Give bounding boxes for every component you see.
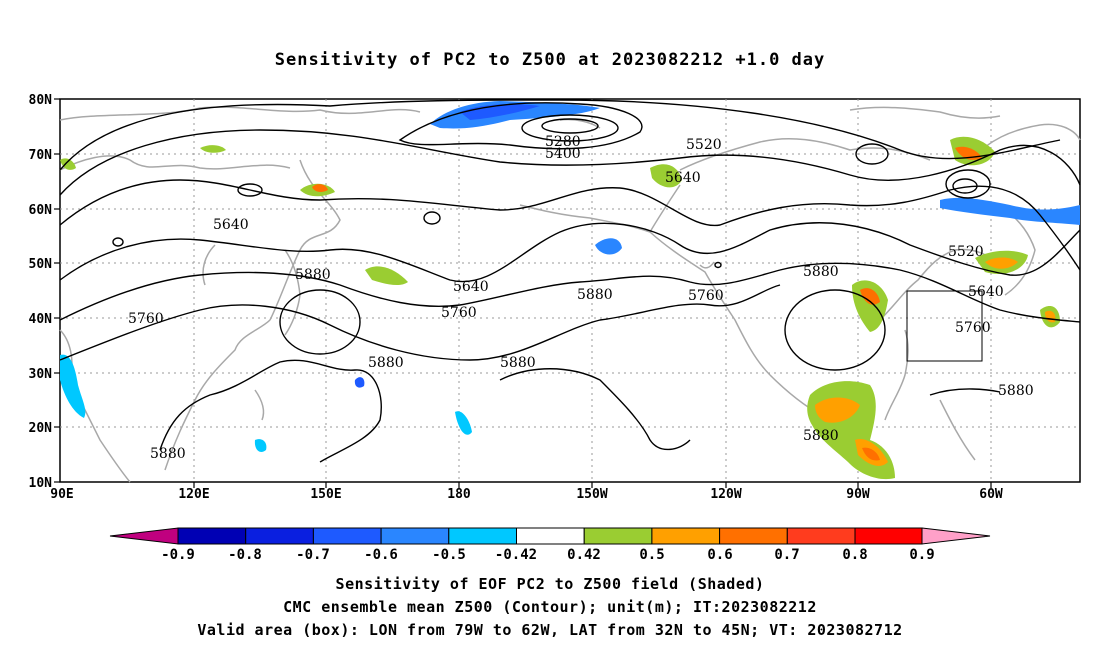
lat-label: 20N	[29, 421, 53, 436]
colorbar-swatch	[312, 527, 382, 545]
colorbar-label: 0.9	[909, 547, 934, 563]
valid-area-box	[906, 290, 983, 362]
contour-label: 5520	[948, 244, 984, 260]
lat-label: 40N	[29, 312, 53, 327]
longitude-ticks	[193, 482, 992, 488]
contour-label: 5400	[545, 146, 581, 162]
caption-shaded: Sensitivity of EOF PC2 to Z500 field (Sh…	[335, 575, 765, 593]
lon-label: 60W	[979, 487, 1003, 502]
contour-label: 5640	[665, 170, 701, 186]
contour-label: 5880	[368, 355, 404, 371]
contour-label: 5640	[453, 279, 489, 295]
contour-label: 5880	[803, 264, 839, 280]
lat-label: 50N	[29, 257, 53, 272]
colorbar-label: 0.7	[774, 547, 799, 563]
contour-label: 5880	[998, 383, 1034, 399]
colorbar-label: -0.5	[432, 547, 466, 563]
colorbar-swatch	[245, 527, 314, 545]
contour-label: 5880	[295, 267, 331, 283]
contour-label: 5520	[686, 137, 722, 153]
colorbar-label: -0.9	[161, 547, 195, 563]
colorbar-labels: -0.9 -0.8 -0.7 -0.6 -0.5 -0.42 0.42 0.5 …	[161, 547, 935, 563]
latitude-labels: 80N 70N 60N 50N 40N 30N 20N 10N	[29, 93, 53, 491]
colorbar-label: 0.6	[707, 547, 732, 563]
contour-label: 5880	[577, 287, 613, 303]
lat-label: 30N	[29, 367, 53, 382]
colorbar-label: 0.8	[842, 547, 867, 563]
colorbar-label: 0.5	[639, 547, 664, 563]
colorbar-label: 0.42	[567, 547, 601, 563]
colorbar-swatch	[380, 527, 450, 545]
colorbar	[109, 527, 991, 545]
lat-label: 10N	[29, 476, 53, 491]
colorbar-high-triangle	[921, 527, 991, 545]
lon-label: 120E	[178, 487, 209, 502]
map-title: Sensitivity of PC2 to Z500 at 2023082212…	[274, 50, 826, 70]
contour-label: 5880	[500, 355, 536, 371]
contour-label: 5280	[545, 134, 581, 150]
lon-label: 180	[447, 487, 471, 502]
colorbar-swatch	[583, 527, 653, 545]
contour-label: 5880	[150, 446, 186, 462]
colorbar-swatch	[854, 527, 923, 545]
lon-label: 90W	[846, 487, 870, 502]
colorbar-swatch	[651, 527, 721, 545]
colorbar-swatch	[719, 527, 788, 545]
contour-label: 5760	[441, 305, 477, 321]
lon-label: 90E	[50, 487, 73, 502]
colorbar-label: -0.42	[495, 547, 537, 563]
lon-label: 120W	[710, 487, 741, 502]
caption-valid-area: Valid area (box): LON from 79W to 62W, L…	[197, 621, 903, 639]
colorbar-label: -0.6	[364, 547, 398, 563]
contour-label: 5760	[955, 320, 991, 336]
contour-label: 5640	[968, 284, 1004, 300]
caption-contour: CMC ensemble mean Z500 (Contour); unit(m…	[283, 598, 817, 616]
contour-label: 5880	[803, 428, 839, 444]
colorbar-label: -0.8	[228, 547, 262, 563]
colorbar-swatch	[177, 527, 247, 545]
contour-label: 5760	[688, 288, 724, 304]
colorbar-swatch	[516, 527, 585, 545]
latitude-ticks	[54, 98, 60, 483]
lat-label: 80N	[29, 93, 53, 108]
lat-label: 70N	[29, 148, 53, 163]
contour-label: 5640	[213, 217, 249, 233]
contour-label: 5760	[128, 311, 164, 327]
colorbar-swatch	[786, 527, 856, 545]
lon-label: 150E	[310, 487, 341, 502]
colorbar-swatch	[448, 527, 517, 545]
contour-labels: 5280 5400 5520 5640 5640 5640 5520 5640 …	[128, 134, 1034, 462]
colorbar-label: -0.7	[296, 547, 330, 563]
z500-contours	[59, 99, 1081, 463]
coastlines	[59, 106, 1081, 483]
lon-label: 150W	[576, 487, 607, 502]
lat-label: 60N	[29, 203, 53, 218]
colorbar-low-triangle	[109, 527, 179, 545]
longitude-labels: 90E 120E 150E 180 150W 120W 90W 60W	[50, 487, 1003, 502]
